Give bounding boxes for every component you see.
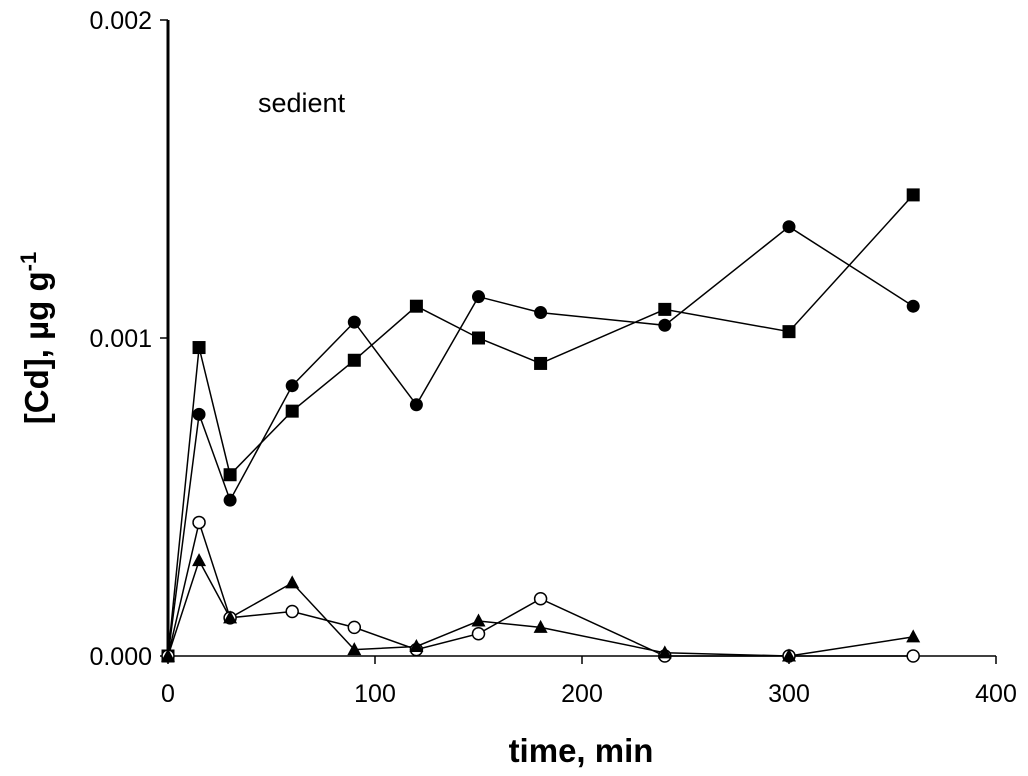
- data-point-square: [192, 341, 206, 355]
- data-point-triangle: [192, 553, 207, 567]
- data-point-circle-open: [906, 649, 920, 663]
- data-point-circle: [347, 315, 361, 329]
- data-point-square: [223, 468, 237, 482]
- data-point-square: [782, 325, 796, 339]
- data-point-triangle: [285, 575, 300, 589]
- series-layer: [161, 188, 921, 663]
- data-point-square: [658, 302, 672, 316]
- y-tick-label: 0.002: [89, 7, 152, 35]
- x-tick-label: 200: [561, 680, 603, 708]
- series-square-line: [167, 194, 914, 657]
- data-point-circle-open: [533, 592, 548, 606]
- x-tick-label: 400: [975, 680, 1017, 708]
- chart-annotation: sedient: [258, 88, 346, 118]
- data-point-triangle: [347, 642, 362, 656]
- data-point-triangle: [223, 610, 238, 624]
- x-tick-label: 0: [161, 680, 175, 708]
- data-point-square: [472, 331, 485, 345]
- data-point-circle: [658, 318, 672, 332]
- data-point-triangle: [906, 629, 921, 643]
- data-point-triangle: [782, 648, 796, 662]
- data-point-circle-open: [347, 620, 362, 635]
- data-point-circle: [906, 299, 920, 313]
- series-markers: [161, 188, 921, 663]
- series-triangle-line: [167, 558, 914, 657]
- y-tick-label: 0.001: [89, 325, 152, 353]
- data-point-triangle: [161, 648, 175, 662]
- y-axis-title-text: [Cd], µg g: [18, 271, 55, 424]
- data-point-square: [285, 404, 299, 418]
- data-point-circle-open: [285, 604, 299, 619]
- y-tick-label: 0.000: [89, 643, 152, 671]
- data-point-circle: [472, 290, 485, 304]
- data-point-circle-open: [192, 515, 206, 530]
- data-point-circle: [223, 493, 237, 507]
- data-point-circle-open: [471, 626, 486, 641]
- data-point-triangle: [409, 638, 424, 652]
- axes: 0 100 200 300 400 0.000 0.001 0.002: [89, 7, 1016, 708]
- series-circle-line: [167, 225, 914, 657]
- data-point-circle: [782, 220, 796, 234]
- data-point-square: [409, 299, 423, 313]
- x-axis-title: time, min: [509, 732, 654, 769]
- data-point-triangle: [471, 613, 486, 627]
- y-axis-title: [Cd], µg g-1: [16, 252, 56, 424]
- data-point-circle: [285, 379, 299, 393]
- data-point-square: [534, 356, 548, 370]
- data-point-circle: [192, 407, 206, 421]
- x-tick-label: 100: [354, 680, 396, 708]
- data-point-circle: [409, 398, 423, 412]
- x-tick-label: 300: [768, 680, 810, 708]
- y-axis-title-superscript: -1: [16, 252, 41, 272]
- data-point-circle: [534, 306, 548, 320]
- data-point-triangle: [657, 645, 672, 659]
- series-lines: [167, 194, 914, 657]
- data-point-square: [906, 188, 920, 202]
- data-point-square: [347, 353, 361, 367]
- data-point-triangle: [533, 619, 548, 633]
